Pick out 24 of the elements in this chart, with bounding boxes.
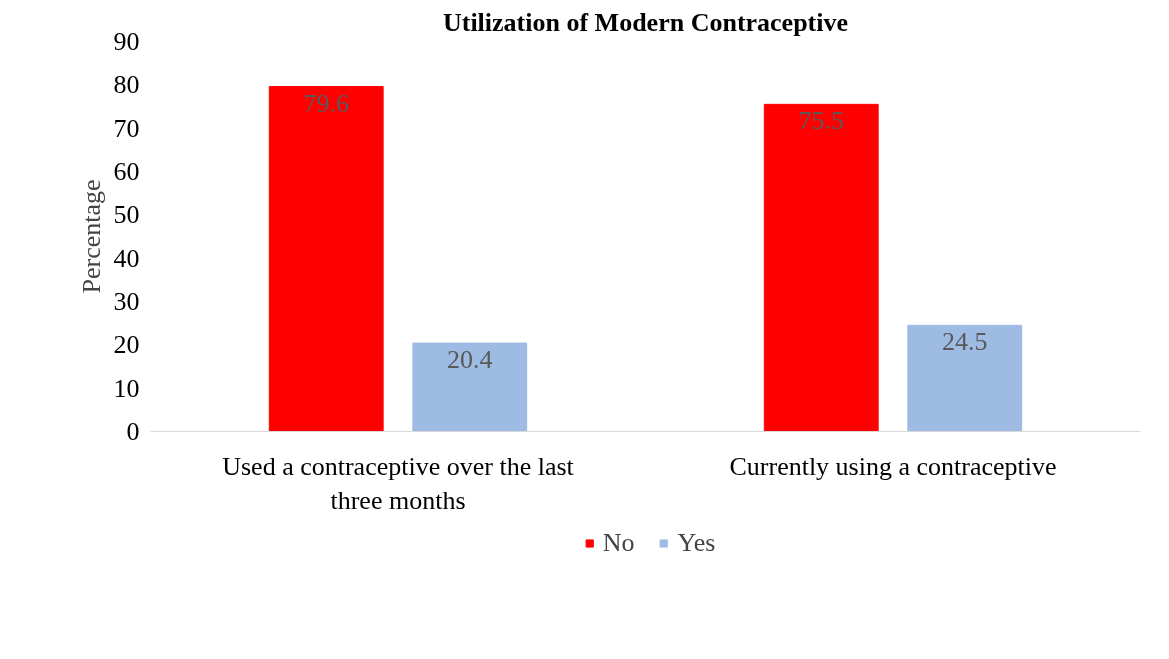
chart-title: Utilization of Modern Contraceptive: [442, 7, 849, 37]
y-tick-label: 60: [113, 157, 140, 186]
y-tick-label: 90: [113, 27, 140, 56]
data-label: 75.5: [798, 106, 844, 136]
legend-label: No: [602, 528, 635, 558]
bar: [268, 86, 384, 432]
y-tick-label: 40: [113, 243, 140, 273]
x-tick-label: Used a contraceptive over the last three months: [222, 451, 575, 516]
y-tick-label: 0: [126, 417, 140, 446]
y-axis-title: Percentage: [76, 179, 106, 294]
y-tick-label: 10: [113, 373, 140, 403]
data-label: 24.5: [942, 327, 988, 357]
y-tick-label: 70: [113, 113, 140, 143]
x-tick-label: Currently using a contraceptive: [729, 451, 1057, 481]
y-tick-label: 20: [113, 330, 140, 360]
y-tick-label: 80: [113, 70, 140, 100]
data-label: 20.4: [447, 345, 493, 375]
y-tick-label: 30: [113, 287, 140, 316]
bar: [763, 103, 879, 432]
data-label: 79.6: [303, 88, 349, 118]
legend-label: Yes: [677, 528, 716, 558]
bar: [412, 342, 528, 432]
bar: [907, 324, 1023, 432]
y-tick-label: 50: [113, 200, 140, 230]
